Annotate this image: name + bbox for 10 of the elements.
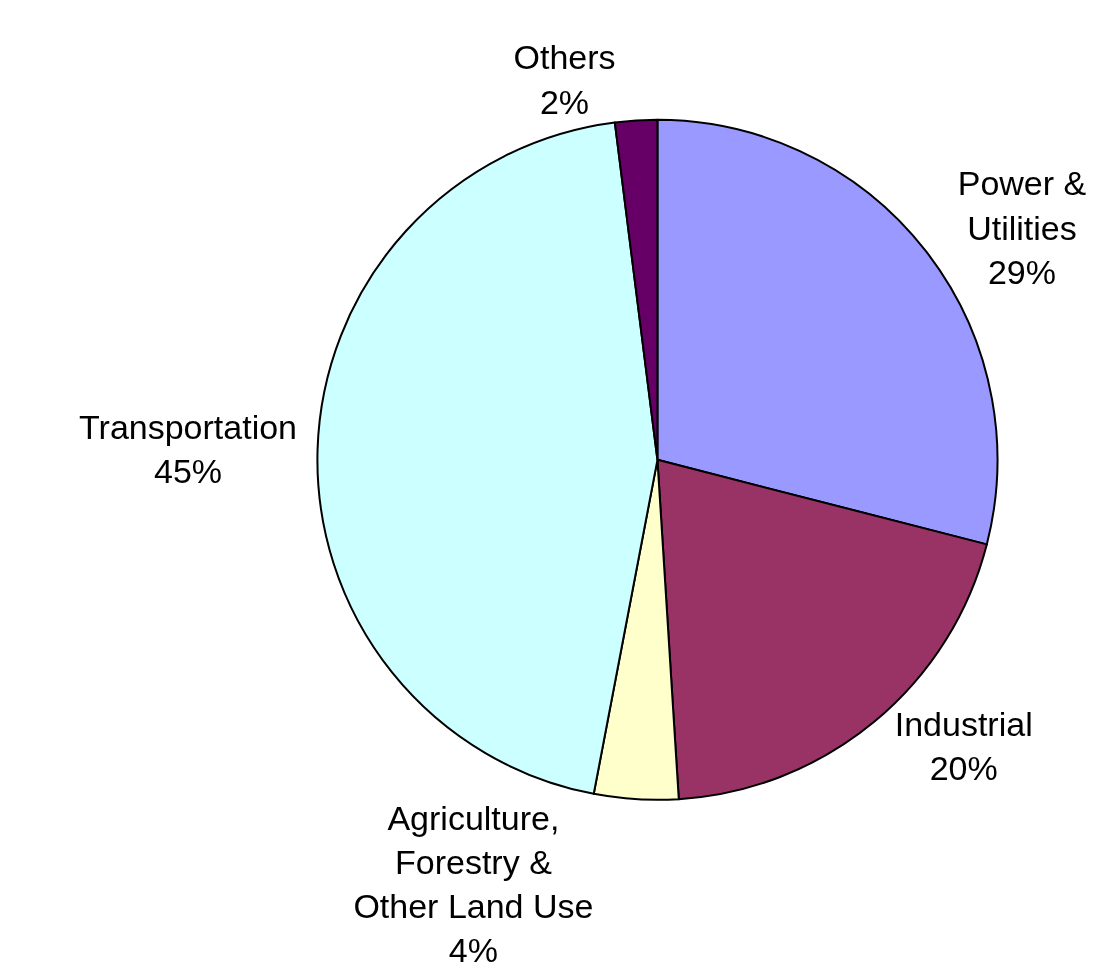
data-label: 45% <box>154 452 223 491</box>
data-label: 4% <box>448 931 498 966</box>
slice-label: Transportation <box>79 407 298 446</box>
data-label: 29% <box>987 252 1056 291</box>
slice-label: Others <box>513 38 616 77</box>
slice-label: Power & Utilities <box>957 164 1087 247</box>
slice-label: Agriculture, Forestry & Other Land Use <box>353 798 594 926</box>
data-label: 20% <box>929 749 998 788</box>
data-label: 2% <box>539 82 590 121</box>
slice-label: Industrial <box>894 705 1033 744</box>
